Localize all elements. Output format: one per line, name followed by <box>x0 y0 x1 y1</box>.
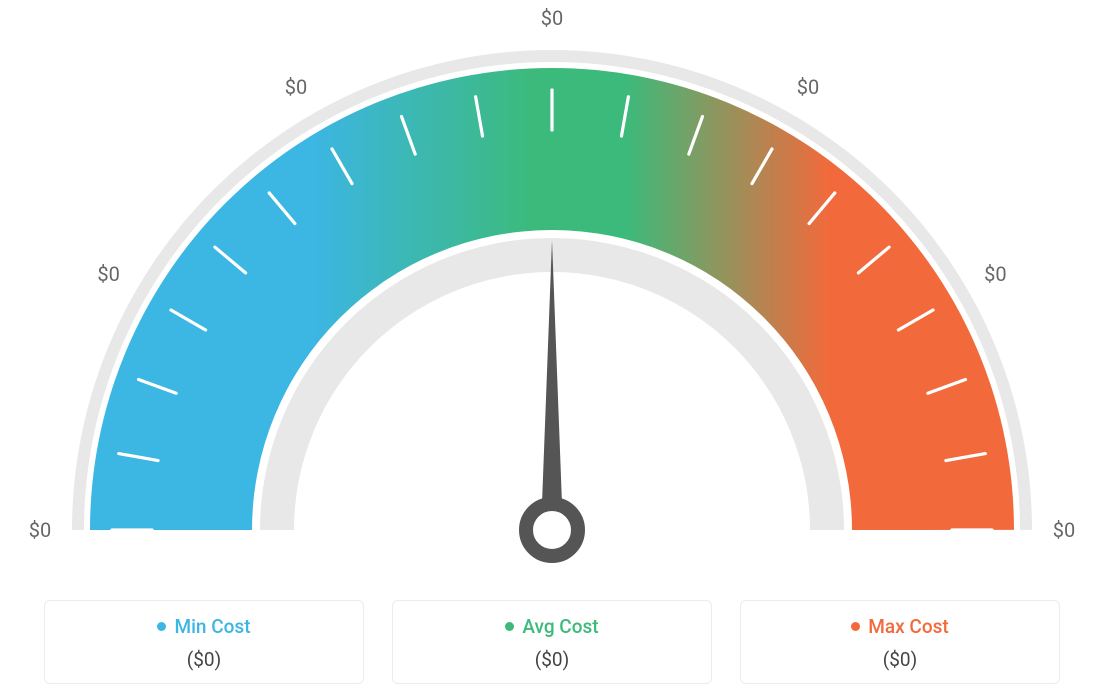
gauge-scale-label: $0 <box>285 75 307 99</box>
legend-title-min: Min Cost <box>157 615 250 638</box>
legend-card-avg: Avg Cost ($0) <box>392 600 712 684</box>
gauge-scale-label: $0 <box>984 262 1006 286</box>
legend-card-min: Min Cost ($0) <box>44 600 364 684</box>
gauge-needle-hub <box>526 504 578 556</box>
gauge-needle <box>541 240 563 530</box>
legend-value-max: ($0) <box>751 648 1049 671</box>
gauge-chart: $0 $0 $0 $0 $0 $0 $0 <box>0 0 1104 580</box>
legend-title-max: Max Cost <box>851 615 948 638</box>
legend-dot-icon <box>157 622 166 631</box>
legend-label: Max Cost <box>868 615 948 638</box>
legend-value-min: ($0) <box>55 648 353 671</box>
legend-label: Min Cost <box>174 615 250 638</box>
legend-row: Min Cost ($0) Avg Cost ($0) Max Cost ($0) <box>0 600 1104 684</box>
gauge-scale-label: $0 <box>29 518 51 542</box>
gauge-svg <box>0 0 1104 580</box>
legend-card-max: Max Cost ($0) <box>740 600 1060 684</box>
gauge-scale-label: $0 <box>541 6 563 30</box>
legend-dot-icon <box>851 622 860 631</box>
legend-title-avg: Avg Cost <box>505 615 598 638</box>
gauge-scale-label: $0 <box>797 75 819 99</box>
legend-label: Avg Cost <box>522 615 598 638</box>
gauge-scale-label: $0 <box>1053 518 1075 542</box>
legend-dot-icon <box>505 622 514 631</box>
legend-value-avg: ($0) <box>403 648 701 671</box>
gauge-scale-label: $0 <box>97 262 119 286</box>
